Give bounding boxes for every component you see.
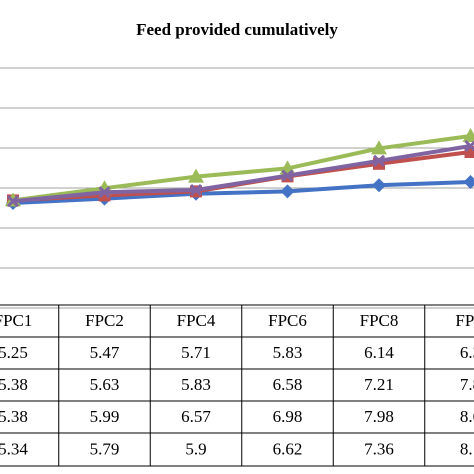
- table-value: 6.62: [273, 439, 303, 458]
- marker: [462, 128, 474, 142]
- table-value: 5.25: [0, 343, 28, 362]
- marker: [463, 175, 474, 189]
- table-value: 7.21: [364, 375, 394, 394]
- table-value: 5.47: [90, 343, 120, 362]
- table-value: 5.34: [0, 439, 28, 458]
- table-value: 6.14: [364, 343, 394, 362]
- series-line: [12, 144, 471, 204]
- marker: [372, 154, 386, 167]
- table-value: 6.98: [273, 407, 303, 426]
- table-value: 8.1: [460, 439, 474, 458]
- table-value: 5.38: [0, 407, 28, 426]
- table-value: 5.83: [181, 375, 211, 394]
- marker: [188, 168, 204, 183]
- marker: [98, 186, 111, 199]
- marker: [372, 178, 386, 193]
- marker: [189, 183, 203, 197]
- table-value: 5.38: [0, 375, 28, 394]
- marker: [281, 169, 294, 182]
- series-line: [12, 134, 471, 203]
- marker: [464, 146, 474, 158]
- x-tick-label: FPC6: [268, 311, 307, 330]
- table-value: 5.79: [90, 439, 120, 458]
- marker: [6, 195, 20, 208]
- table-value: 5.71: [181, 343, 211, 362]
- table-value: 5.99: [90, 407, 120, 426]
- marker: [280, 184, 295, 199]
- table-value: 7.98: [364, 407, 394, 426]
- x-tick-label: FPC1: [0, 311, 32, 330]
- x-tick-label: FPC2: [85, 311, 124, 330]
- series-line: [12, 180, 471, 205]
- table-value: 5.9: [185, 439, 206, 458]
- x-tick-label: FPC8: [360, 311, 399, 330]
- table-frame: [0, 304, 474, 467]
- table-value: 6.58: [273, 375, 303, 394]
- table-value: 7.36: [364, 439, 394, 458]
- chart-title: Feed provided cumulatively: [136, 20, 338, 39]
- table-value: 8.6: [460, 407, 474, 426]
- x-tick-label: FPC4: [177, 311, 216, 330]
- table-value: 6.57: [181, 407, 211, 426]
- table-value: 5.83: [273, 343, 303, 362]
- marker: [371, 140, 387, 155]
- table-value: 7.8: [460, 375, 474, 394]
- x-tick-label: FPC: [455, 311, 474, 330]
- table-value: 6.3: [460, 343, 474, 362]
- table-value: 5.63: [90, 375, 120, 394]
